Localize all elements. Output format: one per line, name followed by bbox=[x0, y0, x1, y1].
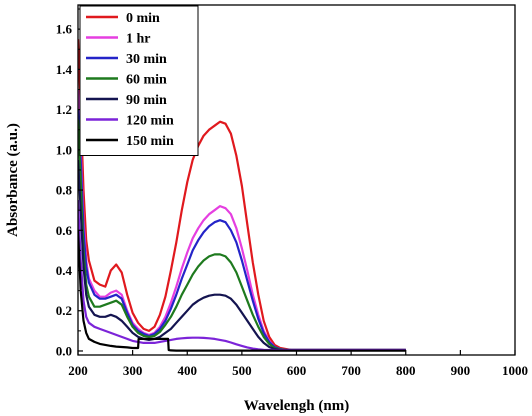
y-tick-label: 1.6 bbox=[56, 22, 73, 37]
x-tick-label: 600 bbox=[287, 363, 307, 378]
legend-label: 150 min bbox=[126, 134, 174, 149]
ticks-layer: 200 300 400 500 600 700 800 900 1000 0.0 0.2 0.4 0.6… bbox=[56, 8, 528, 378]
y-tick-label: 0.6 bbox=[56, 223, 73, 238]
x-tick-label: 800 bbox=[396, 363, 416, 378]
x-tick-label: 400 bbox=[178, 363, 198, 378]
y-tick-label: 1.4 bbox=[56, 62, 73, 77]
series-line-7 bbox=[78, 230, 406, 352]
legend-label: 1 hr bbox=[126, 32, 151, 47]
x-tick-label: 300 bbox=[123, 363, 143, 378]
legend-label: 0 min bbox=[126, 11, 160, 26]
legend-label: 60 min bbox=[126, 73, 167, 88]
y-tick-label: 1.0 bbox=[56, 142, 72, 157]
y-axis-label: Absorbance (a.u.) bbox=[5, 123, 21, 237]
x-tick-label: 900 bbox=[451, 363, 471, 378]
legend-label: 90 min bbox=[126, 93, 167, 108]
legend-label: 120 min bbox=[126, 114, 174, 129]
series-layer bbox=[78, 39, 406, 352]
x-tick-label: 700 bbox=[341, 363, 361, 378]
x-axis-label: Wavelengh (nm) bbox=[244, 398, 349, 414]
legend: 0 min 1 hr 30 min 60 min 90 min 120 min 150 mi… bbox=[79, 5, 199, 156]
legend-label: 30 min bbox=[126, 52, 167, 67]
x-tick-label: 1000 bbox=[502, 363, 528, 378]
legend-box bbox=[79, 5, 199, 156]
y-tick-label: 0.8 bbox=[56, 183, 73, 198]
y-tick-label: 0.0 bbox=[56, 343, 72, 358]
y-tick-label: 1.2 bbox=[56, 102, 72, 117]
y-tick-label: 0.4 bbox=[56, 263, 73, 278]
series-line-1 bbox=[78, 39, 406, 352]
x-tick-label: 200 bbox=[68, 363, 88, 378]
x-tick-label: 500 bbox=[232, 363, 252, 378]
y-tick-label: 0.2 bbox=[56, 303, 72, 318]
